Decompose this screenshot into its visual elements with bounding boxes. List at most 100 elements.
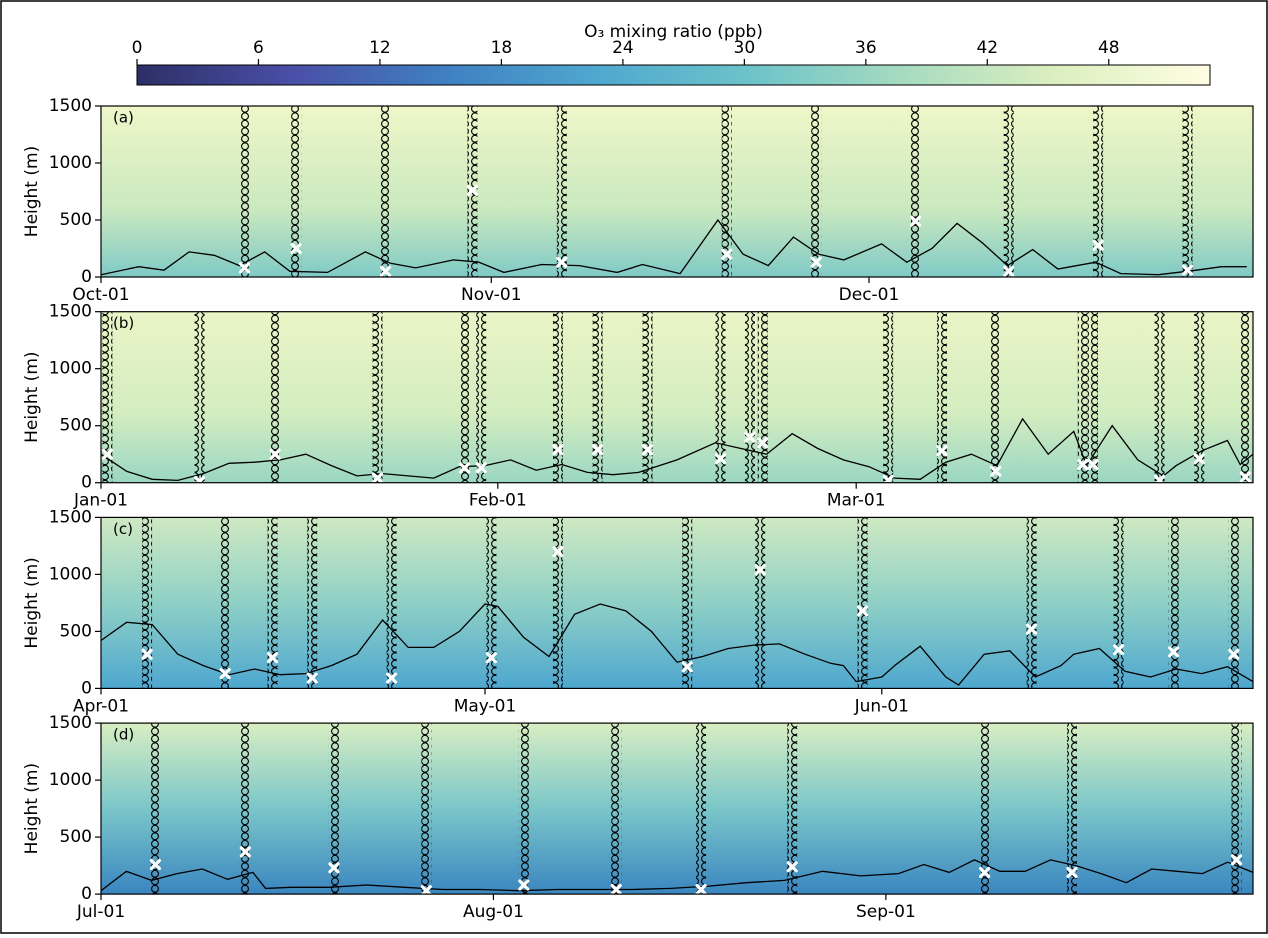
- sonde-marker: [681, 661, 693, 673]
- sonde-marker: [290, 242, 302, 255]
- y-tick-label: 500: [60, 416, 92, 436]
- sonde-marker: [1228, 648, 1240, 660]
- colorbar-tick-label: 36: [855, 38, 877, 58]
- sonde-profile: [755, 517, 766, 689]
- sonde-profile: [267, 517, 278, 689]
- sonde-profile: [328, 723, 339, 895]
- sonde-marker: [1239, 471, 1251, 483]
- sonde-marker: [485, 652, 497, 664]
- sonde-profile: [936, 311, 947, 483]
- axes-frame: [100, 311, 1254, 484]
- sonde-marker: [1025, 623, 1038, 635]
- sonde-profile: [744, 311, 755, 483]
- sonde-profile: [556, 106, 567, 277]
- sonde-marker: [149, 858, 162, 871]
- sonde-profile: [611, 723, 622, 895]
- sonde-profile: [240, 723, 251, 895]
- sonde-marker: [239, 846, 251, 858]
- sonde-marker: [556, 256, 568, 268]
- sonde-marker: [641, 444, 654, 456]
- sonde-profile: [270, 311, 281, 483]
- sonde-profile: [642, 311, 653, 483]
- sonde-profile: [307, 517, 318, 689]
- x-tick-label: Aug-01: [463, 902, 524, 922]
- sonde-marker: [466, 184, 479, 196]
- sonde-marker: [306, 672, 318, 684]
- sonde-marker: [219, 667, 231, 680]
- sonde-profile: [552, 517, 563, 689]
- sonde-profile: [142, 517, 153, 689]
- x-tick-label: Feb-01: [469, 491, 527, 511]
- sonde-marker: [328, 862, 340, 874]
- ozone-field: [101, 723, 1253, 895]
- sonde-profile: [421, 723, 432, 895]
- sonde-marker: [1181, 264, 1194, 276]
- sonde-profile: [194, 311, 205, 483]
- sonde-marker: [857, 605, 869, 617]
- sonde-marker: [141, 648, 153, 660]
- sonde-marker: [238, 262, 251, 274]
- pbl-height-line: [100, 603, 1254, 686]
- sonde-profile: [1168, 517, 1179, 689]
- ozone-field: [101, 311, 1253, 483]
- y-axis-label: Height (m): [22, 763, 42, 854]
- panel-label: (a): [113, 109, 134, 127]
- sonde-marker: [721, 248, 733, 260]
- y-axis-label: Height (m): [22, 351, 42, 442]
- sonde-marker: [810, 256, 822, 268]
- x-tick-label: Jun-01: [854, 696, 909, 716]
- sonde-marker: [786, 861, 798, 873]
- x-tick-label: Jan-01: [73, 491, 128, 511]
- sonde-profile: [1093, 106, 1104, 277]
- sonde-profile: [1088, 311, 1098, 483]
- colorbar-tick-label: 30: [734, 38, 756, 58]
- sonde-profile: [979, 723, 990, 895]
- axes-frame: [100, 722, 1254, 895]
- sonde-marker: [1230, 854, 1243, 866]
- panel-label: (d): [113, 726, 134, 744]
- sonde-profile: [757, 311, 768, 483]
- x-tick-label: May-01: [454, 696, 517, 716]
- sonde-marker: [420, 885, 432, 897]
- ozone-field: [101, 517, 1253, 689]
- sonde-profile: [380, 106, 391, 277]
- sonde-marker: [592, 444, 604, 456]
- y-tick-label: 1500: [49, 302, 92, 322]
- axes-frame: [100, 516, 1254, 690]
- colorbar-tick-label: 6: [253, 38, 264, 58]
- sonde-marker: [714, 453, 727, 465]
- sonde-marker: [936, 445, 948, 457]
- sonde-marker: [1092, 239, 1104, 251]
- sonde-profile: [811, 106, 822, 277]
- sonde-profile: [220, 517, 231, 689]
- y-tick-label: 1000: [49, 770, 92, 790]
- colorbar: [136, 64, 1211, 86]
- x-tick-label: Dec-01: [839, 285, 900, 305]
- x-tick-label: Nov-01: [461, 285, 522, 305]
- sonde-profile: [592, 311, 603, 483]
- y-tick-label: 1500: [49, 96, 92, 116]
- sonde-profile: [787, 723, 798, 895]
- x-tick-label: Jul-01: [76, 902, 125, 922]
- y-axis-label: Height (m): [22, 146, 42, 237]
- y-axis-label: Height (m): [22, 557, 42, 648]
- x-tick-label: Mar-01: [827, 491, 886, 511]
- sonde-profile: [883, 311, 894, 483]
- y-tick-label: 1500: [49, 507, 92, 527]
- sonde-marker: [1168, 646, 1180, 658]
- sonde-marker: [266, 652, 279, 664]
- sonde-marker: [1113, 644, 1125, 656]
- sonde-marker: [475, 462, 487, 474]
- sonde-marker: [757, 437, 769, 449]
- y-tick-label: 500: [60, 210, 92, 230]
- sonde-profile: [239, 106, 250, 277]
- sonde-marker: [371, 472, 384, 484]
- sonde-profile: [459, 311, 470, 483]
- axes-frame: [100, 105, 1254, 278]
- pbl-height-line: [100, 218, 1247, 276]
- pbl-height-line: [100, 859, 1254, 892]
- y-tick-label: 0: [81, 884, 92, 904]
- sonde-marker: [744, 431, 756, 443]
- sonde-profile: [990, 311, 1001, 483]
